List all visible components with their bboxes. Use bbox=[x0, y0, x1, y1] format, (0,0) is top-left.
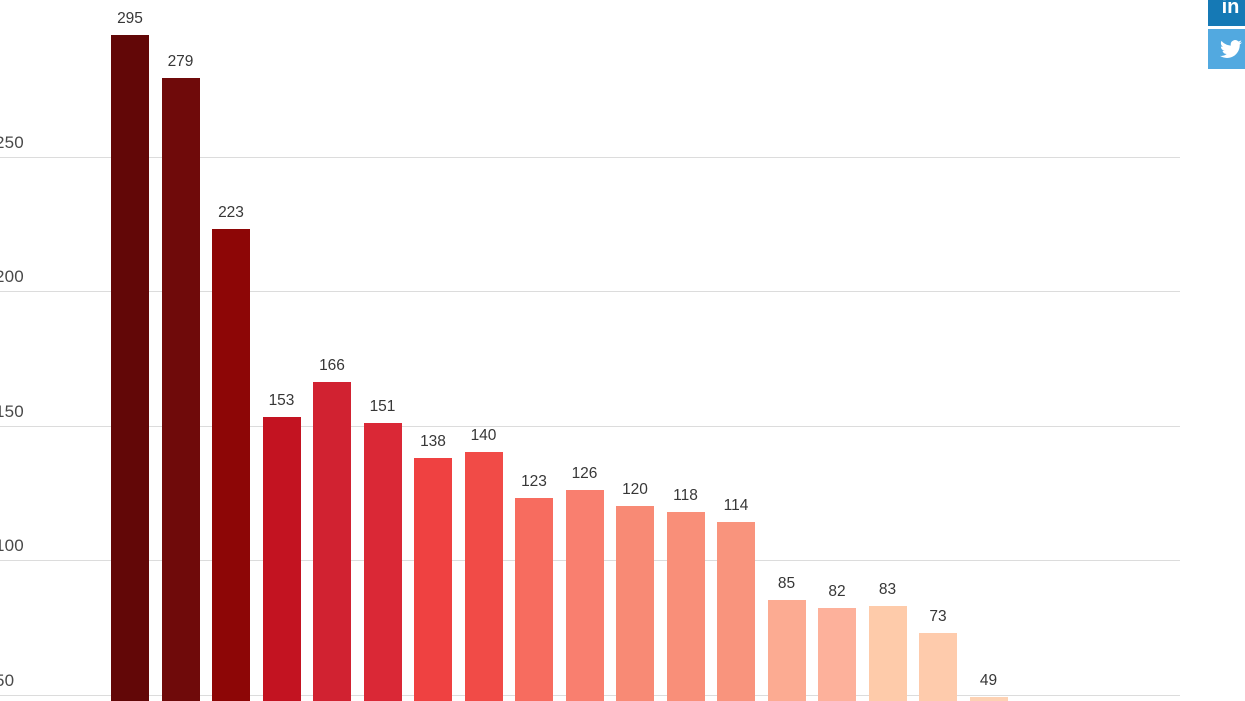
bar[interactable] bbox=[868, 605, 907, 701]
bar-value-label: 126 bbox=[571, 465, 598, 483]
gridline bbox=[0, 425, 1180, 427]
bar-value-label: 279 bbox=[167, 53, 194, 71]
bar[interactable] bbox=[515, 498, 553, 701]
bar[interactable] bbox=[414, 457, 452, 701]
bar-value-label: 153 bbox=[268, 392, 295, 410]
twitter-share-button[interactable] bbox=[1208, 29, 1245, 69]
bar[interactable] bbox=[262, 417, 301, 701]
bar[interactable] bbox=[363, 422, 402, 701]
bar-value-label: 223 bbox=[218, 204, 244, 222]
bar-value-label: 166 bbox=[319, 357, 345, 375]
bar[interactable] bbox=[616, 506, 654, 701]
y-axis-tick-label: 50 bbox=[0, 670, 15, 690]
bar-value-label: 151 bbox=[369, 397, 396, 415]
bar[interactable] bbox=[565, 490, 604, 701]
bar-value-label: 295 bbox=[117, 10, 143, 28]
bar-value-label: 123 bbox=[521, 473, 547, 491]
bar[interactable] bbox=[919, 632, 957, 701]
bar-value-label: 83 bbox=[878, 580, 897, 598]
gridline bbox=[0, 156, 1180, 158]
bar[interactable] bbox=[666, 511, 705, 701]
bar-value-label: 120 bbox=[622, 481, 648, 499]
y-axis-tick-label: 150 bbox=[0, 401, 24, 421]
bar-value-label: 118 bbox=[673, 486, 698, 504]
bar[interactable] bbox=[313, 382, 351, 701]
bar[interactable] bbox=[212, 229, 250, 701]
y-axis-tick-label: 100 bbox=[0, 536, 24, 555]
bar[interactable] bbox=[111, 35, 149, 701]
linkedin-share-button[interactable]: in bbox=[1208, 0, 1245, 26]
bar-value-label: 49 bbox=[979, 672, 998, 690]
bar-value-label: 73 bbox=[929, 607, 947, 625]
bar-value-label: 82 bbox=[828, 583, 846, 601]
twitter-icon bbox=[1219, 38, 1242, 60]
bar-value-label: 85 bbox=[777, 575, 796, 593]
bar-value-label: 114 bbox=[723, 497, 749, 515]
bar[interactable] bbox=[767, 600, 806, 701]
bar-value-label: 138 bbox=[420, 432, 446, 450]
gridline bbox=[0, 291, 1180, 292]
bar[interactable] bbox=[818, 608, 856, 701]
bar[interactable] bbox=[969, 697, 1008, 701]
y-axis-tick-label: 250 bbox=[0, 132, 24, 152]
linkedin-icon: in bbox=[1221, 0, 1240, 18]
y-axis-tick-label: 200 bbox=[0, 267, 24, 286]
bar[interactable] bbox=[717, 522, 755, 701]
bar[interactable] bbox=[161, 78, 200, 701]
bar-value-label: 140 bbox=[470, 427, 497, 445]
bar[interactable] bbox=[464, 452, 503, 701]
